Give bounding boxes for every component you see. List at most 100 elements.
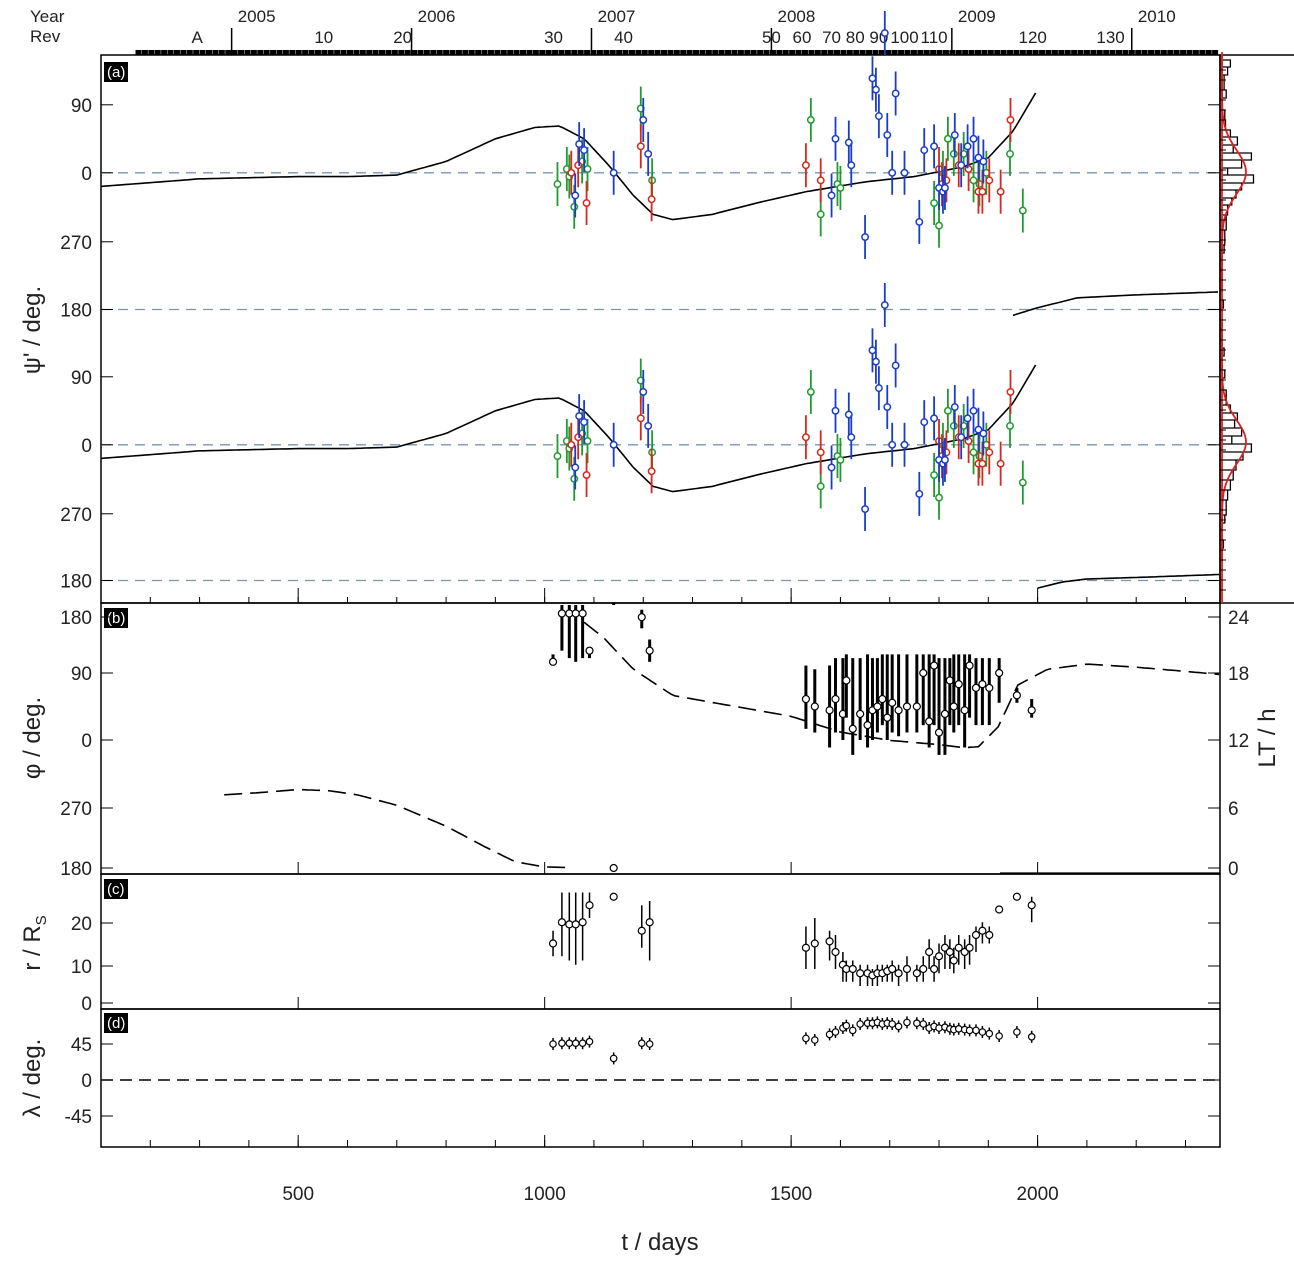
top-axis-rev-mark <box>1167 50 1174 55</box>
top-axis-rev-mark <box>173 50 180 55</box>
top-axis-rev-mark <box>449 50 456 55</box>
top-axis-rev-mark <box>987 50 994 55</box>
top-axis-rev-mark <box>353 50 360 55</box>
panel-c-label: (c) <box>107 881 125 898</box>
top-axis-rev-mark <box>302 50 309 55</box>
panel-a-point-blue <box>950 403 959 411</box>
top-axis-rev-mark <box>199 50 206 55</box>
panel-a-point-green <box>570 202 579 211</box>
panel-a-ytick-label: 270 <box>60 505 92 526</box>
top-axis-rev-mark <box>942 50 949 55</box>
panel-b-point <box>995 668 1004 678</box>
panel-a-point-blue <box>861 505 870 513</box>
panel-a-point-blue <box>871 357 880 366</box>
top-axis-rev-mark <box>1090 50 1097 55</box>
histogram-fit-curve <box>1221 52 1247 292</box>
panel-a-point-blue <box>920 146 929 155</box>
panel-a-point-blue <box>930 414 939 423</box>
panel-b-point <box>863 721 872 730</box>
panel-c-point <box>810 939 819 948</box>
panel-b-ytick-right-label: 18 <box>1228 664 1249 685</box>
panel-b-point <box>825 706 834 715</box>
top-axis-rev-mark <box>379 50 386 55</box>
panel-a-point-green <box>836 455 845 464</box>
panel-b-point <box>894 706 903 715</box>
top-axis-rev-mark <box>276 50 283 55</box>
panel-c-ytick-label: 10 <box>71 957 92 978</box>
top-axis-rev-mark <box>552 50 559 55</box>
top-axis-rev-tick-label: 100 <box>890 28 918 47</box>
panel-a-point-green <box>1018 206 1027 215</box>
panel-a-point-blue <box>609 168 618 177</box>
panel-c-point <box>848 964 857 974</box>
panel-a-point-red <box>996 187 1005 196</box>
panel-b-ytick-right-label: 0 <box>1228 859 1239 880</box>
panel-a-point-blue <box>644 421 653 430</box>
top-axis-rev-mark <box>334 50 341 55</box>
top-axis-rev-mark <box>731 50 738 55</box>
panel-d-point <box>802 1034 810 1043</box>
panel-a-point-blue <box>963 414 972 423</box>
top-axis-rev-tick-label: A <box>191 28 203 47</box>
x-axis-label: t / days <box>621 1229 698 1256</box>
top-axis-rev-mark <box>737 50 744 55</box>
panel-c-ylabel: r / RS <box>19 915 50 970</box>
panel-b-point <box>940 709 950 719</box>
panel-b-lt-curve <box>224 788 568 869</box>
top-axis-rev-mark <box>430 50 437 55</box>
top-axis-rev-tick-label: 130 <box>1096 28 1124 47</box>
top-axis-rev-mark <box>520 50 527 55</box>
top-axis-rev-mark <box>1109 50 1116 55</box>
panel-d-label: (d) <box>107 1015 125 1032</box>
top-axis-rev-mark <box>161 50 168 55</box>
panel-b-point <box>848 724 857 733</box>
panel-a-model-curve-tail <box>1012 291 1219 317</box>
panel-a-point-green <box>943 406 952 415</box>
panel-a-point-green <box>816 482 825 491</box>
panel-c-ylabel-main: r / R <box>19 925 46 970</box>
top-axis-rev-mark <box>1148 50 1155 55</box>
panel-a-point-green <box>806 115 815 124</box>
top-axis-rev-mark <box>962 50 969 55</box>
panel-d-point <box>965 1026 974 1035</box>
panel-c-point <box>978 926 987 935</box>
panel-a-point-green <box>836 183 845 192</box>
top-axis-rev-mark <box>238 50 245 55</box>
panel-b-point <box>578 609 587 618</box>
top-axis-rev-mark <box>1051 50 1058 55</box>
top-axis-rev-mark <box>327 50 334 55</box>
top-axis-rev-mark <box>744 50 751 55</box>
panel-d-point <box>856 1020 864 1028</box>
top-axis-rev-mark <box>680 50 687 55</box>
panel-b-point <box>978 680 987 689</box>
top-axis-rev-mark <box>885 50 892 55</box>
panel-d-point <box>578 1039 587 1048</box>
top-axis-rev-mark <box>295 50 302 55</box>
panel-d-point <box>565 1039 574 1048</box>
panel-a-point-blue <box>827 463 836 472</box>
top-axis-rev-mark <box>776 50 783 55</box>
top-axis-rev-mark <box>577 50 584 55</box>
panel-c-point <box>856 969 865 978</box>
panel-c-label-bg <box>104 879 128 899</box>
top-axis-rev-mark <box>1077 50 1084 55</box>
panel-a-point-blue <box>974 153 983 162</box>
top-axis-rev-mark <box>423 50 430 55</box>
top-axis-rev-mark <box>1032 50 1039 55</box>
panel-a-ytick-label: 0 <box>81 436 92 457</box>
panel-a-label-bg <box>104 62 128 82</box>
top-axis-year-tick-label: 2008 <box>778 7 816 26</box>
panel-d-point <box>645 1040 654 1048</box>
panel-c-ytick-label: 0 <box>81 994 92 1015</box>
panel-b-plot <box>224 602 1220 874</box>
panel-b-point <box>954 680 963 689</box>
panel-d-ytick-label: -45 <box>65 1107 92 1128</box>
panel-c-point <box>954 943 963 952</box>
panel-d-point <box>903 1018 911 1027</box>
top-axis-rev-tick-label: 110 <box>921 28 948 47</box>
panel-d-point <box>978 1028 987 1036</box>
panel-b-point <box>971 683 981 692</box>
top-axis-rev-mark <box>398 50 405 55</box>
top-axis-rev-mark <box>904 50 911 55</box>
top-axis-rev-mark <box>1000 50 1007 55</box>
